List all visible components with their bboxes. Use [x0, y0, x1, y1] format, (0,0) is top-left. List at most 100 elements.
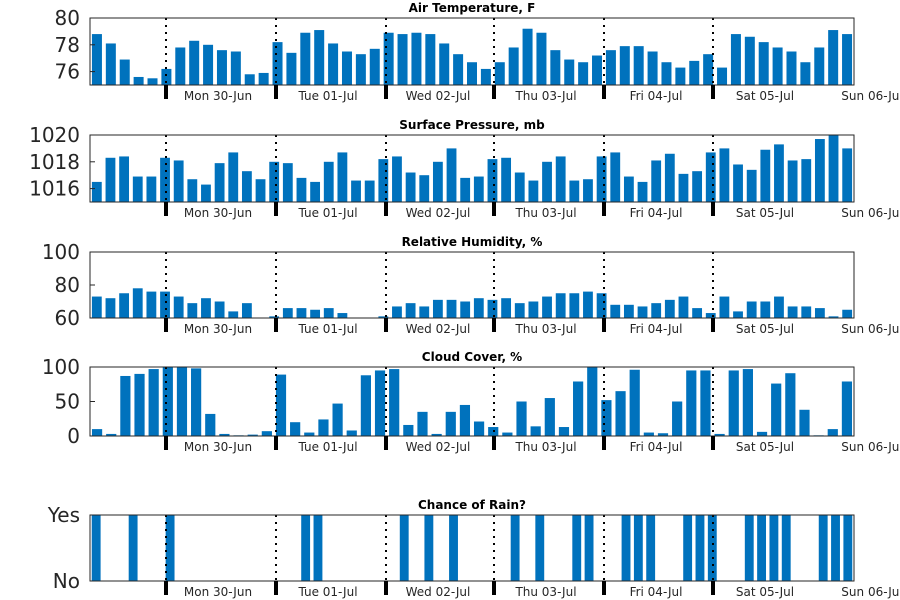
- x-tick-label: Thu 03-Jul: [514, 440, 576, 454]
- x-tick-label: Sat 05-Jul: [736, 322, 794, 336]
- bar: [842, 309, 853, 318]
- bar: [91, 181, 102, 202]
- bar: [528, 301, 539, 318]
- bar: [800, 62, 811, 85]
- bar: [241, 303, 252, 318]
- bar: [558, 427, 570, 436]
- bar: [771, 383, 782, 436]
- bar: [128, 515, 138, 581]
- bar: [480, 68, 491, 85]
- bar: [91, 34, 102, 85]
- bar: [801, 159, 812, 202]
- bar: [717, 67, 728, 85]
- bar: [332, 403, 343, 436]
- bar: [304, 432, 315, 436]
- x-tick-label: Fri 04-Jul: [630, 206, 683, 220]
- bar: [106, 433, 117, 436]
- bar: [403, 424, 414, 436]
- bar: [530, 426, 541, 436]
- bar: [661, 62, 672, 85]
- bar: [310, 181, 321, 202]
- bar: [610, 304, 621, 318]
- bar: [646, 515, 656, 581]
- bar: [378, 159, 389, 202]
- bar: [610, 152, 621, 202]
- bar: [508, 47, 519, 85]
- bar: [643, 432, 654, 436]
- bar: [757, 515, 767, 581]
- bar: [392, 156, 402, 202]
- bar: [842, 148, 853, 202]
- chart-panel-2: Surface Pressure, mb 1016 1018 1020 Mon 30-J…: [29, 118, 900, 220]
- bar: [247, 434, 258, 436]
- bar: [318, 419, 329, 436]
- bar: [351, 180, 361, 202]
- bar: [314, 30, 325, 86]
- bar: [487, 299, 498, 318]
- bar: [310, 309, 321, 318]
- bar: [828, 135, 839, 202]
- bar: [774, 296, 784, 318]
- bar: [300, 32, 311, 85]
- bar: [272, 42, 283, 85]
- bar: [411, 32, 422, 85]
- bar: [91, 429, 103, 436]
- bar: [431, 433, 442, 436]
- bar: [374, 370, 386, 436]
- bar: [165, 515, 175, 581]
- bar: [286, 52, 297, 85]
- bar: [378, 316, 389, 318]
- bar: [419, 306, 430, 318]
- bar: [733, 311, 743, 318]
- bar: [689, 60, 700, 85]
- bar: [425, 34, 436, 85]
- panel-title: Air Temperature, F: [409, 1, 536, 15]
- bar: [228, 311, 239, 318]
- bar: [596, 156, 607, 202]
- panel-title: Cloud Cover, %: [422, 350, 522, 364]
- bar: [842, 34, 853, 85]
- bar: [633, 515, 643, 581]
- bar: [419, 175, 430, 202]
- bar: [323, 161, 334, 202]
- bar: [341, 51, 352, 85]
- bar: [818, 515, 828, 581]
- bar: [555, 293, 566, 318]
- bar: [214, 163, 225, 202]
- bar: [592, 55, 603, 85]
- bar: [162, 367, 173, 436]
- bar: [733, 164, 743, 202]
- y-tick-label: No: [53, 569, 80, 593]
- panel-title: Chance of Rain?: [418, 498, 526, 512]
- x-tick-label: Wed 02-Jul: [406, 206, 471, 220]
- bar: [133, 76, 144, 85]
- bar: [275, 374, 287, 436]
- x-tick-label: Fri 04-Jul: [630, 440, 683, 454]
- chart-panel-5: Chance of Rain? No Yes Mon 30-Jun Tue 01-Jul…: [47, 498, 900, 599]
- bar: [730, 34, 741, 85]
- bar: [774, 144, 784, 202]
- bar: [714, 433, 725, 436]
- x-tick-label: Mon 30-Jun: [184, 89, 252, 103]
- bar: [120, 375, 131, 436]
- bar: [91, 296, 102, 318]
- bar: [758, 42, 769, 85]
- bar: [516, 401, 527, 436]
- bar: [173, 160, 184, 202]
- bar: [383, 32, 394, 85]
- x-tick-label: Sat 05-Jul: [736, 206, 794, 220]
- y-tick-label: 78: [55, 33, 80, 57]
- bar: [728, 370, 739, 436]
- x-tick-label: Sun 06-Jul: [841, 322, 900, 336]
- y-tick-label: 100: [42, 240, 80, 264]
- bar: [707, 515, 717, 581]
- bar: [569, 293, 580, 318]
- bar: [629, 369, 640, 436]
- bar: [369, 48, 380, 85]
- bar: [827, 429, 838, 436]
- bar: [282, 308, 293, 318]
- bar: [460, 301, 471, 318]
- bar: [675, 67, 686, 85]
- y-tick-label: 1020: [29, 123, 80, 147]
- bar: [228, 152, 239, 202]
